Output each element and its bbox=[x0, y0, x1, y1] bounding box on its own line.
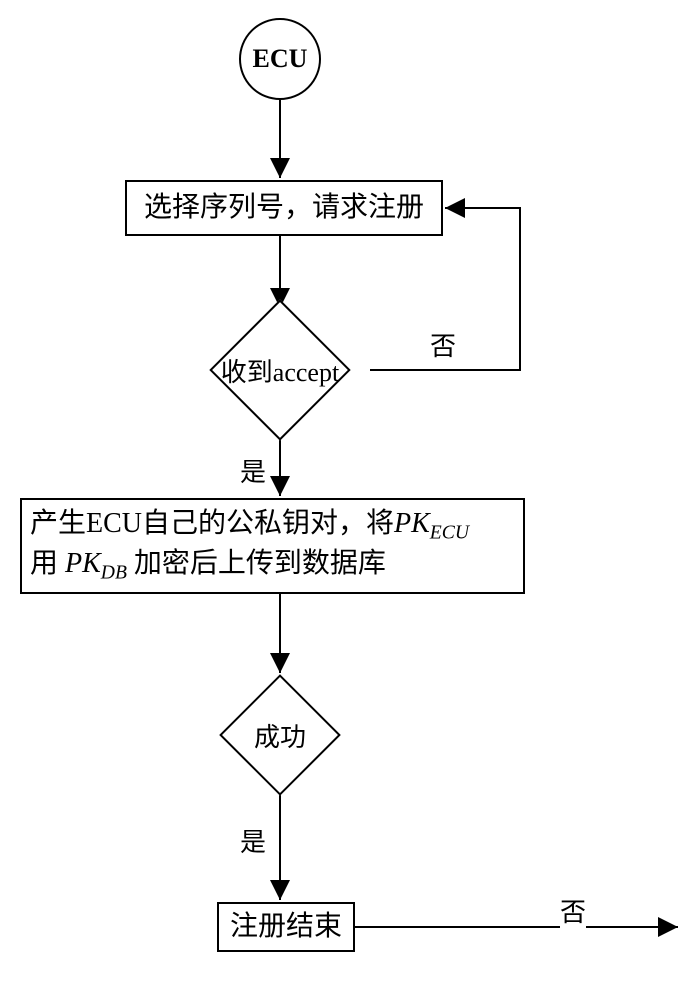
start-label: ECU bbox=[253, 44, 308, 74]
start-node: ECU bbox=[239, 18, 321, 100]
edge-label-d1-yes: 是 bbox=[240, 452, 266, 489]
process-generate-keys-label: 产生ECU自己的公私钥对，将PKECU 用 PKDB 加密后上传到数据库 bbox=[30, 506, 515, 586]
edge-label-n3-no: 否 bbox=[560, 892, 586, 929]
process-select-serial: 选择序列号，请求注册 bbox=[125, 180, 443, 236]
process-register-end: 注册结束 bbox=[217, 902, 355, 952]
decision-accept: 收到accept bbox=[190, 310, 370, 430]
edge-label-d1-no: 否 bbox=[430, 326, 456, 363]
ecu-registration-flowchart: ECU 选择序列号，请求注册 收到accept 产生ECU自己的公私钥对，将PK… bbox=[0, 0, 683, 1000]
process-generate-keys: 产生ECU自己的公私钥对，将PKECU 用 PKDB 加密后上传到数据库 bbox=[20, 498, 525, 594]
edge-label-d2-yes: 是 bbox=[240, 822, 266, 859]
decision-success: 成功 bbox=[205, 675, 355, 795]
process-select-serial-label: 选择序列号，请求注册 bbox=[144, 190, 424, 226]
process-register-end-label: 注册结束 bbox=[230, 909, 342, 945]
